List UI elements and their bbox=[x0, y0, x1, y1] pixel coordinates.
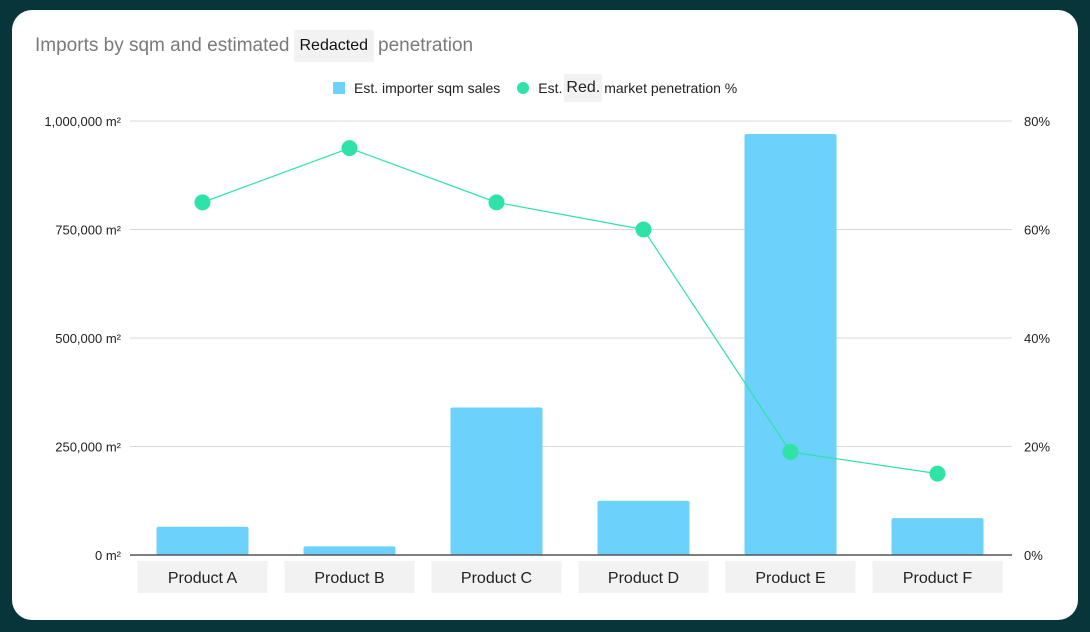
y-left-tick: 250,000 m² bbox=[55, 440, 121, 455]
category-label-box bbox=[725, 561, 856, 593]
penetration-line bbox=[202, 147, 938, 475]
y-right-tick: 40% bbox=[1024, 331, 1050, 346]
y-left-tick: 0 m² bbox=[95, 548, 122, 563]
y-right-tick: 20% bbox=[1024, 440, 1050, 455]
chart-title: Imports by sqm and estimated Redacted pe… bbox=[35, 30, 473, 62]
y-right-tick: 80% bbox=[1024, 114, 1050, 129]
legend-line-swatch bbox=[517, 82, 530, 94]
penetration-point bbox=[488, 194, 505, 211]
penetration-point bbox=[929, 465, 946, 482]
bar bbox=[156, 526, 249, 555]
category-label-box bbox=[431, 561, 562, 593]
legend-line-redacted: Red. bbox=[564, 74, 603, 102]
category-label-box bbox=[284, 561, 415, 593]
bar bbox=[597, 500, 690, 555]
y-left-tick: 750,000 m² bbox=[55, 223, 121, 238]
x-tick-label: Product C bbox=[461, 570, 532, 587]
y-left-tick: 500,000 m² bbox=[55, 331, 121, 346]
legend-bar-label: Est. importer sqm sales bbox=[354, 80, 501, 96]
penetration-point bbox=[635, 221, 652, 238]
penetration-point bbox=[341, 140, 358, 157]
x-tick-label: Product B bbox=[314, 570, 384, 587]
y-right-tick: 0% bbox=[1024, 548, 1043, 563]
x-tick-label: Product A bbox=[168, 570, 238, 587]
penetration-point bbox=[782, 443, 799, 460]
legend: Est. importer sqm sales Est. Red. market… bbox=[333, 74, 737, 102]
bar bbox=[891, 518, 984, 555]
title-text: Imports by sqm and estimated bbox=[35, 35, 290, 56]
y-left-tick: 1,000,000 m² bbox=[44, 114, 121, 129]
x-tick-label: Product F bbox=[903, 570, 973, 587]
legend-line-label-end: market penetration % bbox=[604, 80, 738, 96]
category-label-box bbox=[872, 561, 1003, 593]
title-text-end: penetration bbox=[378, 35, 474, 56]
bar bbox=[303, 546, 396, 555]
category-label-box bbox=[137, 561, 268, 593]
bar bbox=[450, 407, 543, 555]
title-redacted: Redacted bbox=[293, 30, 374, 62]
penetration-point bbox=[194, 194, 211, 211]
legend-line-label: Est. bbox=[538, 80, 563, 96]
bar bbox=[744, 134, 837, 555]
x-tick-label: Product D bbox=[608, 570, 679, 587]
y-right-tick: 60% bbox=[1024, 223, 1050, 238]
legend-bar-swatch bbox=[333, 82, 345, 94]
x-tick-label: Product E bbox=[755, 570, 825, 587]
category-label-box bbox=[578, 561, 709, 593]
